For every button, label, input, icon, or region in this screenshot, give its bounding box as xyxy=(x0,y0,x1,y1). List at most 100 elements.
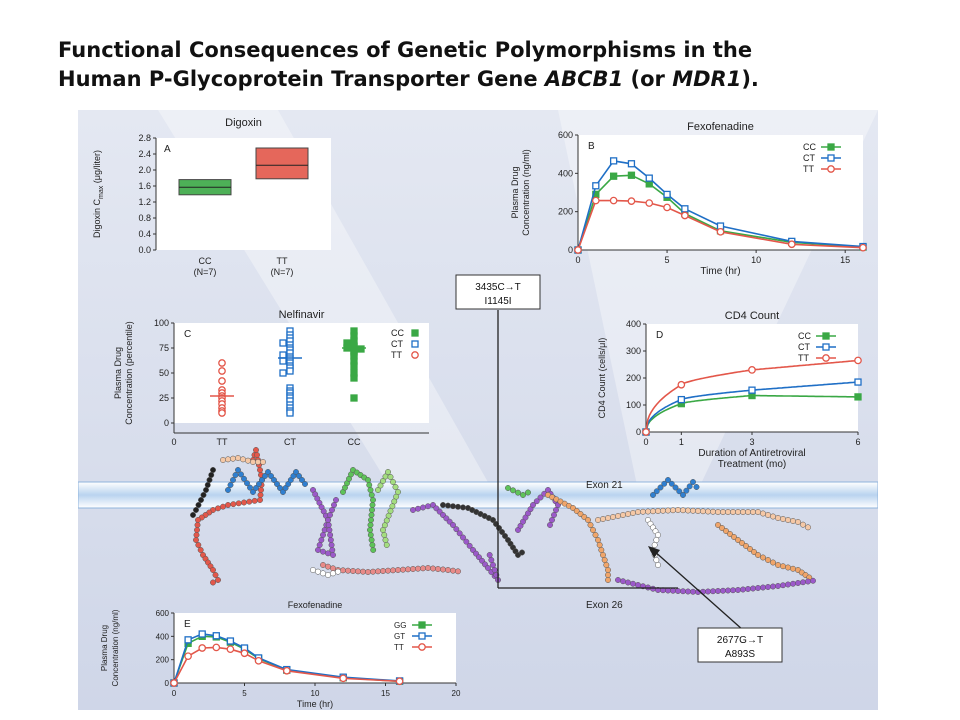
protein-bead xyxy=(230,501,237,508)
protein-segment xyxy=(225,467,308,495)
series-line-ct xyxy=(577,160,864,251)
xtick-label: 15 xyxy=(381,689,390,698)
protein-bead xyxy=(345,567,351,574)
data-point xyxy=(854,356,862,365)
protein-bead xyxy=(370,568,376,575)
protein-bead xyxy=(355,568,361,575)
protein-bead xyxy=(238,471,244,478)
protein-bead xyxy=(247,484,253,491)
panel-d-title: CD4 Count xyxy=(725,310,779,322)
protein-bead xyxy=(370,497,376,503)
protein-bead xyxy=(490,517,496,523)
protein-bead xyxy=(456,530,463,537)
protein-bead xyxy=(241,499,247,506)
protein-bead xyxy=(463,538,470,545)
protein-bead xyxy=(653,557,660,563)
protein-bead xyxy=(268,473,274,479)
protein-bead xyxy=(485,565,491,571)
protein-bead xyxy=(367,527,373,533)
protein-segment xyxy=(320,562,461,575)
panel-b: Fexofenadine B 0 200 400 600 0 5 10 15 Time (hr) Pl… xyxy=(510,121,867,277)
xtick-label: 1 xyxy=(679,437,684,447)
protein-bead xyxy=(367,532,374,538)
protein-bead xyxy=(605,515,611,521)
protein-bead xyxy=(551,512,557,518)
protein-bead xyxy=(790,565,796,572)
protein-bead xyxy=(232,472,239,478)
protein-bead xyxy=(257,497,263,503)
data-point xyxy=(677,380,686,389)
protein-segment xyxy=(545,492,611,583)
protein-bead xyxy=(680,507,686,514)
legend-marker xyxy=(411,340,419,348)
protein-bead xyxy=(246,498,253,505)
ytick-label: 0 xyxy=(165,679,170,688)
legend-marker xyxy=(418,632,426,640)
ylabel-group: Plasma Drug Concentration (ng/ml) xyxy=(510,149,531,236)
protein-bead xyxy=(795,580,801,586)
data-point xyxy=(240,649,249,658)
protein-bead xyxy=(367,522,374,528)
protein-bead xyxy=(320,562,326,568)
protein-bead xyxy=(331,502,337,508)
protein-bead xyxy=(547,522,553,528)
protein-bead xyxy=(387,474,394,480)
protein-bead xyxy=(265,469,271,475)
protein-segment xyxy=(310,567,341,578)
ytick-label: 200 xyxy=(626,373,641,383)
data-point xyxy=(198,644,207,652)
plot-area xyxy=(174,323,429,423)
protein-bead xyxy=(693,484,700,490)
protein-bead xyxy=(491,567,498,573)
legend-marker xyxy=(827,143,835,151)
ylabel: Plasma Drug xyxy=(113,347,123,399)
protein-bead xyxy=(450,522,456,528)
protein-bead xyxy=(605,572,611,578)
panel-b-title: Fexofenadine xyxy=(687,121,754,133)
protein-bead xyxy=(195,502,202,508)
panel-a-ylabel-main: Digoxin C xyxy=(92,198,102,238)
protein-bead xyxy=(380,568,386,574)
panel-a-ylabel-sub: max xyxy=(98,185,105,199)
title-line-2: Human P-Glycoprotein Transporter Gene AB… xyxy=(58,65,938,94)
protein-bead xyxy=(710,588,716,595)
protein-bead xyxy=(700,508,706,515)
protein-bead xyxy=(685,507,691,514)
xlabel: Time (hr) xyxy=(700,266,740,277)
callout-pointer-2677 xyxy=(652,549,744,631)
ytick-label: 200 xyxy=(558,207,573,217)
protein-bead xyxy=(740,586,746,593)
ytick-label: 200 xyxy=(156,656,170,665)
protein-segment xyxy=(595,507,811,531)
title-line-2-prefix: Human P-Glycoprotein Transporter Gene xyxy=(58,67,545,91)
protein-bead xyxy=(690,588,696,595)
data-point xyxy=(254,656,263,665)
panel-a-ytick-label: 2.4 xyxy=(138,149,151,159)
protein-bead xyxy=(795,519,801,525)
ylabel-group: CD4 Count (cells/μl) xyxy=(597,338,607,419)
protein-bead xyxy=(493,521,499,527)
protein-bead xyxy=(195,517,201,523)
data-point xyxy=(609,172,618,180)
protein-bead xyxy=(390,479,396,485)
protein-bead xyxy=(193,532,200,538)
data-point xyxy=(198,630,206,638)
protein-bead xyxy=(730,587,736,594)
data-point xyxy=(859,243,867,252)
protein-bead xyxy=(340,567,346,574)
protein-bead xyxy=(425,565,431,571)
protein-bead xyxy=(204,482,211,488)
protein-bead xyxy=(381,532,388,538)
protein-bead xyxy=(686,483,693,490)
protein-bead xyxy=(366,482,373,488)
data-point xyxy=(350,374,358,382)
protein-bead xyxy=(730,509,736,515)
protein-bead xyxy=(690,507,696,514)
protein-bead xyxy=(335,568,341,575)
protein-bead xyxy=(251,497,258,504)
protein-bead xyxy=(220,503,226,510)
legend-label: GT xyxy=(394,632,405,641)
protein-bead xyxy=(720,587,726,594)
data-point xyxy=(279,351,287,359)
protein-bead xyxy=(328,542,335,548)
